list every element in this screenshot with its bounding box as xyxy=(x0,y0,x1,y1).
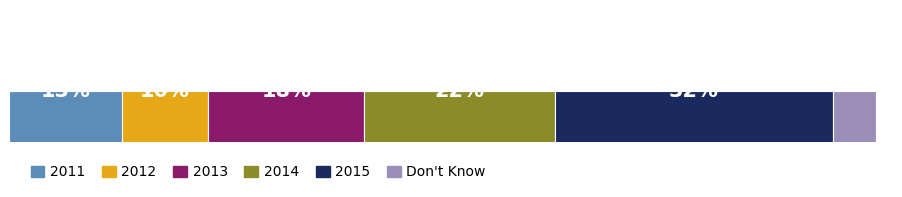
Text: 32%: 32% xyxy=(668,81,718,101)
Legend: 2011, 2012, 2013, 2014, 2015, Don't Know: 2011, 2012, 2013, 2014, 2015, Don't Know xyxy=(25,160,491,185)
Text: 22%: 22% xyxy=(435,81,484,101)
Bar xyxy=(208,91,364,176)
Text: 5%: 5% xyxy=(839,0,868,1)
Bar xyxy=(122,91,208,176)
Text: 10%: 10% xyxy=(140,81,189,101)
Text: 18%: 18% xyxy=(262,81,311,101)
Bar xyxy=(555,91,832,176)
Bar xyxy=(364,91,555,176)
Bar xyxy=(9,91,122,176)
Bar xyxy=(832,91,875,176)
Text: 13%: 13% xyxy=(41,81,90,101)
